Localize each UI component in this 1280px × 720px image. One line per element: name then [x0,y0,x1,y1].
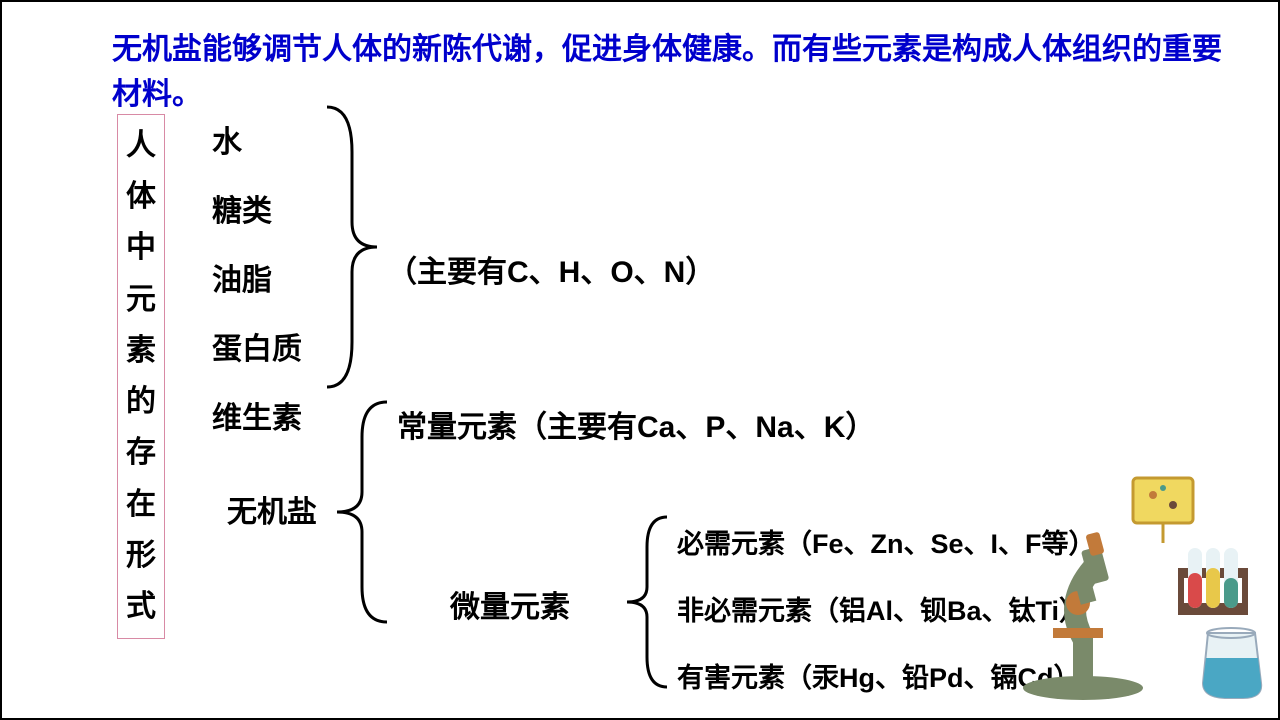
intro-text: 无机盐能够调节人体的新陈代谢，促进身体健康。而有些元素是构成人体组织的重要材料。 [112,27,1238,117]
slide-page: 无机盐能够调节人体的新陈代谢，促进身体健康。而有些元素是构成人体组织的重要材料。… [0,0,1280,720]
nutrients-list: 水 糖类 油脂 蛋白质 维生素 [212,117,302,437]
nutrient-item: 蛋白质 [212,324,302,368]
vchar: 中 [126,233,156,263]
micro-elements-label: 微量元素 [450,582,570,626]
inorganic-salt-label: 无机盐 [227,487,317,531]
vertical-title-box: 人 体 中 元 素 的 存 在 形 式 [117,114,165,639]
nutrient-item: 油脂 [212,255,302,299]
brace-icon [322,102,382,392]
brace-icon [622,512,672,692]
vchar: 存 [126,438,156,468]
nutrients-elements-label: （主要有C、H、O、N） [387,247,715,291]
vchar: 的 [126,387,156,417]
nutrient-item: 糖类 [212,186,302,230]
vchar: 元 [126,285,156,315]
vchar: 形 [126,541,156,571]
vchar: 体 [126,182,156,212]
vchar: 式 [126,592,156,622]
nutrient-item: 维生素 [212,393,302,437]
nutrient-item: 水 [212,117,302,161]
macro-elements-label: 常量元素（主要有Ca、P、Na、K） [397,402,875,446]
lab-decoration-icon [1003,473,1263,703]
vchar: 素 [126,336,156,366]
vchar: 人 [126,131,156,161]
vchar: 在 [126,490,156,520]
brace-icon [332,397,392,627]
